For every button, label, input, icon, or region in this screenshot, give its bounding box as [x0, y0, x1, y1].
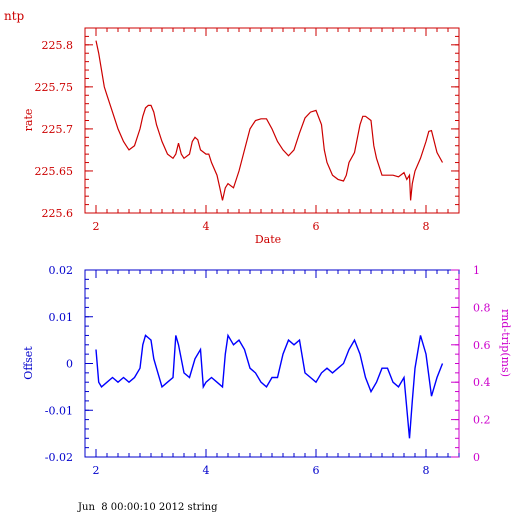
y-tick-label: -0.01 — [45, 404, 73, 417]
y-tick-label: -0.02 — [45, 451, 73, 464]
offset-y-axis-label: Offset — [22, 346, 35, 380]
rate-axes: 2 4 6 8 225.6 225.65 225.7 225.75 225.8 — [35, 27, 460, 233]
x-tick-label: 6 — [313, 220, 320, 233]
rate-chart: 2 4 6 8 225.6 225.65 225.7 225.75 225.8 Date rat… — [22, 27, 460, 246]
right-y-tick-label: 1 — [473, 264, 480, 277]
y-tick-label: 225.75 — [35, 81, 74, 94]
series-line-0 — [95, 333, 444, 439]
x-tick-label: 6 — [313, 464, 320, 477]
roundtrip-y-axis-label: rnd-trip(ms) — [499, 309, 512, 377]
y-tick-label: 225.8 — [42, 39, 74, 52]
y-tick-label: 0 — [66, 358, 73, 371]
y-tick-label: 225.7 — [42, 123, 74, 136]
right-y-tick-label: 0.2 — [473, 414, 491, 427]
rate-plot-frame — [84, 27, 460, 214]
rate-series-group — [95, 40, 444, 201]
right-y-tick-label: 0.8 — [473, 301, 491, 314]
offset-series-group — [95, 333, 444, 439]
x-tick-label: 4 — [203, 464, 210, 477]
offset-chart: 2 4 6 8 -0.02 -0.01 0 0.01 0.02 0 0.2 0.4 0.6 0.8 1 Of… — [22, 264, 512, 477]
y-tick-label: 0.02 — [49, 264, 74, 277]
x-tick-label: 8 — [423, 220, 430, 233]
right-y-tick-label: 0.4 — [473, 376, 491, 389]
y-tick-label: 0.01 — [49, 311, 74, 324]
x-tick-label: 8 — [423, 464, 430, 477]
rate-y-axis-label: rate — [22, 109, 35, 132]
rate-x-axis-label: Date — [255, 233, 281, 246]
x-tick-label: 2 — [93, 464, 100, 477]
y-tick-label: 225.65 — [35, 165, 74, 178]
right-y-tick-label: 0 — [473, 451, 480, 464]
series-line-0 — [95, 40, 444, 201]
offset-axes: 2 4 6 8 -0.02 -0.01 0 0.01 0.02 0 0.2 0.4 0.6 0.8 1 — [45, 264, 491, 477]
x-tick-label: 4 — [203, 220, 210, 233]
footer-timestamp: Jun 8 00:00:10 2012 string — [77, 502, 218, 512]
y-tick-label: 225.6 — [42, 207, 74, 220]
app-title: ntp — [4, 9, 25, 23]
x-tick-label: 2 — [93, 220, 100, 233]
right-y-tick-label: 0.6 — [473, 339, 491, 352]
